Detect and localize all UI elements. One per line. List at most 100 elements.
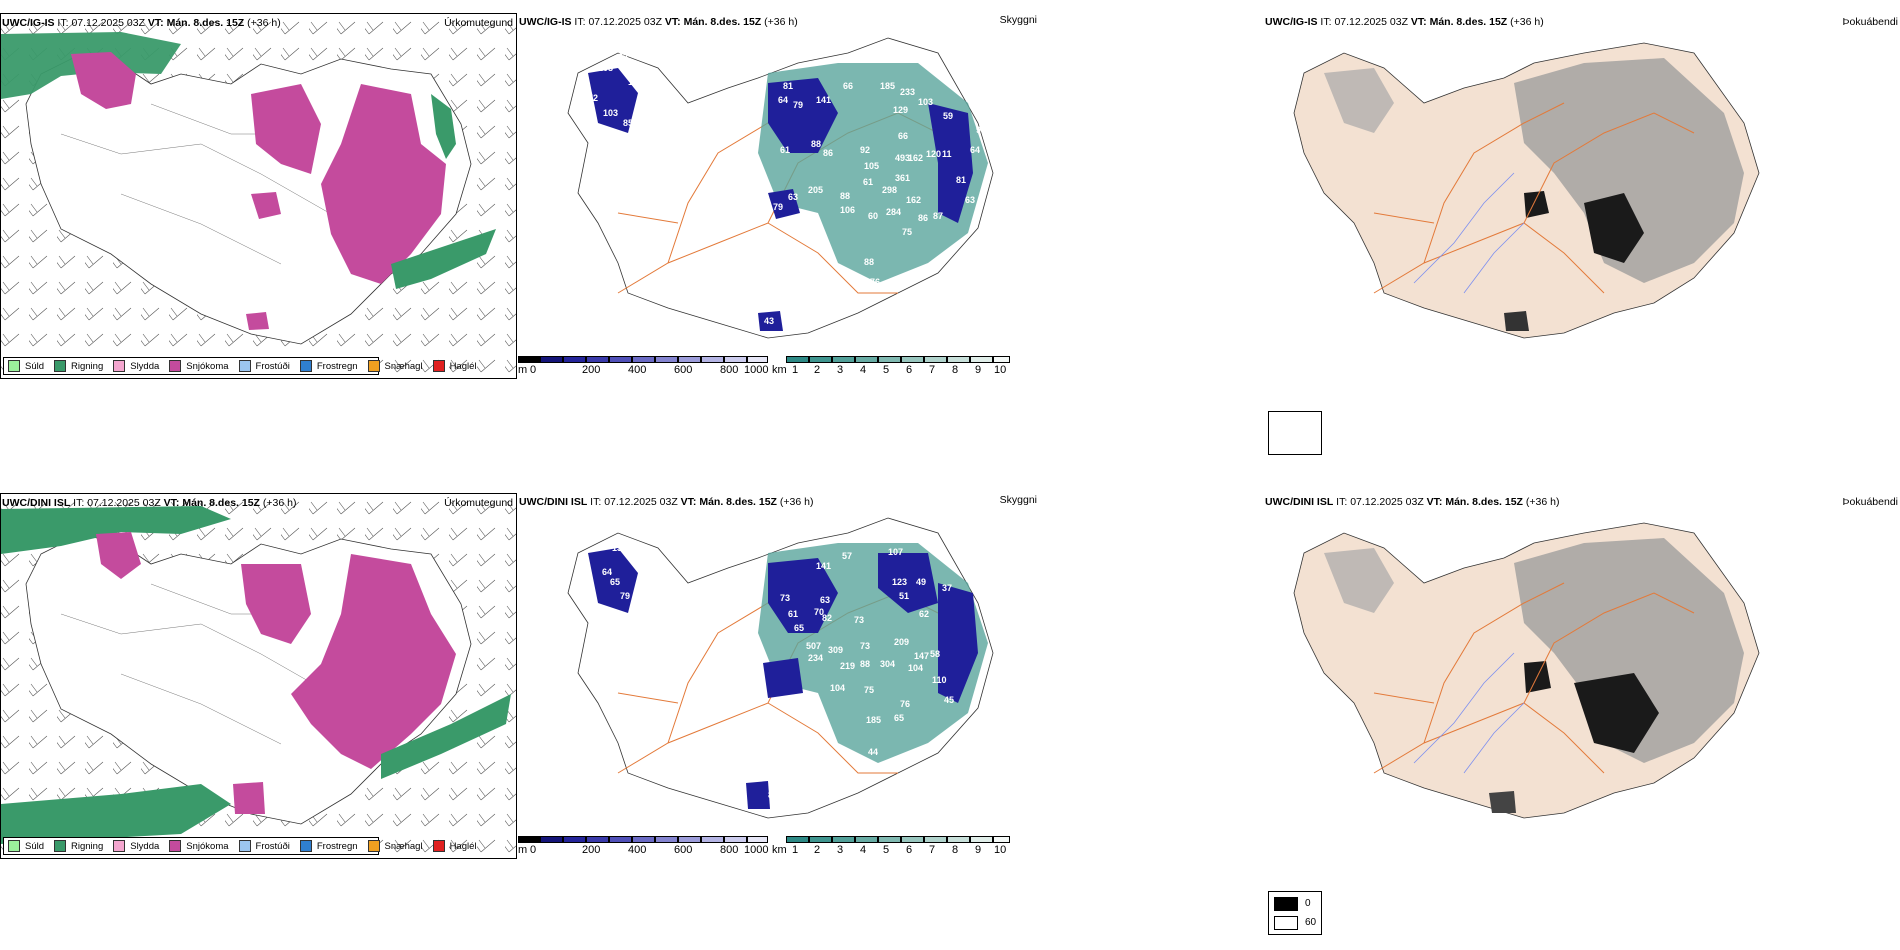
grey-terrain bbox=[1514, 58, 1744, 283]
svg-text:208: 208 bbox=[598, 63, 613, 73]
svg-text:185: 185 bbox=[880, 81, 895, 91]
panel-name-precip-bottom: Úrkomutegund bbox=[444, 497, 513, 509]
svg-text:162: 162 bbox=[908, 153, 923, 163]
svg-text:95: 95 bbox=[638, 108, 648, 118]
fog-indicator-map-bottom bbox=[1293, 522, 1760, 819]
svg-text:75: 75 bbox=[902, 227, 912, 237]
snow-area-ne bbox=[251, 84, 321, 174]
svg-text:51: 51 bbox=[899, 591, 909, 601]
precip-type-panel-bottom: UWC/DINI ISL IT: 07.12.2025 03Z VT: Mán.… bbox=[0, 493, 517, 859]
title-top-visibility: UWC/IG-IS IT: 07.12.2025 03Z VT: Mán. 8.… bbox=[519, 16, 798, 28]
svg-text:304: 304 bbox=[880, 659, 895, 669]
svg-text:76: 76 bbox=[870, 277, 880, 287]
svg-text:81: 81 bbox=[956, 175, 966, 185]
panel-name-fog-bottom: Þokuábendi bbox=[1842, 496, 1898, 508]
svg-text:73: 73 bbox=[860, 641, 870, 651]
title-top-fog: UWC/IG-IS IT: 07.12.2025 03Z VT: Mán. 8.… bbox=[1265, 16, 1544, 28]
svg-text:123: 123 bbox=[892, 577, 907, 587]
svg-text:103: 103 bbox=[918, 97, 933, 107]
panel-name-precip-top: Úrkomutegund bbox=[444, 17, 513, 29]
roads bbox=[1373, 102, 1695, 294]
svg-text:58: 58 bbox=[746, 669, 756, 679]
svg-text:61: 61 bbox=[788, 609, 798, 619]
svg-text:79: 79 bbox=[793, 100, 803, 110]
snow-area-nw bbox=[96, 532, 141, 579]
svg-text:44: 44 bbox=[868, 747, 878, 757]
ceiling-colorbar-bottom: m 0 200 400 600 800 1000 bbox=[518, 836, 768, 858]
svg-text:87: 87 bbox=[933, 211, 943, 221]
roads bbox=[617, 102, 939, 294]
svg-text:79: 79 bbox=[773, 202, 783, 212]
svg-text:93: 93 bbox=[643, 93, 653, 103]
title-bottom-precip: UWC/DINI ISL IT: 07.12.2025 03Z VT: Mán.… bbox=[2, 497, 297, 509]
svg-text:43: 43 bbox=[764, 316, 774, 326]
precip-type-panel-top: UWC/IG-IS IT: 07.12.2025 03Z VT: Mán. 8.… bbox=[0, 13, 517, 379]
rain-area-nw bbox=[1, 506, 231, 554]
svg-text:79: 79 bbox=[620, 591, 630, 601]
svg-text:61: 61 bbox=[780, 145, 790, 155]
svg-text:104: 104 bbox=[830, 683, 845, 693]
svg-text:219: 219 bbox=[840, 661, 855, 671]
svg-text:104: 104 bbox=[908, 663, 923, 673]
svg-text:61: 61 bbox=[863, 177, 873, 187]
fog-indicator-map-top bbox=[1293, 42, 1760, 339]
svg-text:75: 75 bbox=[864, 685, 874, 695]
svg-text:493: 493 bbox=[895, 153, 910, 163]
svg-text:37: 37 bbox=[942, 583, 952, 593]
rivers bbox=[1413, 172, 1525, 294]
svg-text:58: 58 bbox=[930, 649, 940, 659]
svg-text:63: 63 bbox=[820, 595, 830, 605]
svg-text:92: 92 bbox=[860, 145, 870, 155]
svg-text:162: 162 bbox=[906, 195, 921, 205]
svg-text:9: 9 bbox=[976, 125, 981, 135]
ceiling-dark-area bbox=[588, 68, 973, 223]
fog-dark-spots bbox=[1524, 191, 1644, 263]
svg-text:65: 65 bbox=[894, 713, 904, 723]
svg-text:22: 22 bbox=[618, 52, 628, 62]
precip-type-map-bottom bbox=[1, 494, 516, 858]
svg-text:81: 81 bbox=[783, 81, 793, 91]
svg-text:95: 95 bbox=[654, 611, 664, 621]
svg-text:70: 70 bbox=[814, 607, 824, 617]
svg-text:73: 73 bbox=[854, 615, 864, 625]
svg-text:86: 86 bbox=[638, 123, 648, 133]
svg-text:86: 86 bbox=[823, 148, 833, 158]
svg-text:72: 72 bbox=[588, 93, 598, 103]
svg-text:64: 64 bbox=[778, 95, 788, 105]
ceiling-visibility-panel-top: 22 208 106 93 72 103 95 85 86 85 81 64 7… bbox=[518, 13, 1037, 379]
title-bottom-visibility: UWC/DINI ISL IT: 07.12.2025 03Z VT: Mán.… bbox=[519, 496, 814, 508]
svg-text:507: 507 bbox=[806, 641, 821, 651]
snow-area-nw bbox=[71, 52, 136, 109]
svg-text:107: 107 bbox=[888, 547, 903, 557]
precip-type-map-top bbox=[1, 14, 516, 378]
ceiling-visibility-panel-bottom: 136 51 64 65 79 77 95 107 141 57 123 49 … bbox=[518, 493, 1037, 859]
snow-area-e bbox=[321, 84, 446, 284]
svg-text:51: 51 bbox=[646, 549, 656, 559]
svg-text:82: 82 bbox=[768, 790, 778, 800]
fog-indicator-panel-top: UWC/IG-IS IT: 07.12.2025 03Z VT: Mán. 8.… bbox=[1264, 13, 1900, 379]
svg-text:76: 76 bbox=[900, 699, 910, 709]
svg-text:147: 147 bbox=[914, 651, 929, 661]
grey-terrain bbox=[1514, 538, 1744, 763]
svg-text:110: 110 bbox=[932, 675, 947, 685]
svg-text:103: 103 bbox=[603, 108, 618, 118]
fog-indicator-panel-bottom: UWC/DINI ISL IT: 07.12.2025 03Z VT: Mán.… bbox=[1264, 493, 1900, 859]
ceiling-dark-area bbox=[588, 548, 978, 703]
ceiling-visibility-map-top: 22 208 106 93 72 103 95 85 86 85 81 64 7… bbox=[567, 37, 994, 339]
svg-text:233: 233 bbox=[900, 87, 915, 97]
svg-text:86: 86 bbox=[918, 213, 928, 223]
svg-text:77: 77 bbox=[668, 575, 678, 585]
title-top-precip: UWC/IG-IS IT: 07.12.2025 03Z VT: Mán. 8.… bbox=[2, 17, 281, 29]
rivers bbox=[1413, 652, 1525, 774]
svg-text:62: 62 bbox=[919, 609, 929, 619]
svg-text:49: 49 bbox=[916, 577, 926, 587]
fog-dark-spots bbox=[1524, 661, 1659, 753]
svg-text:106: 106 bbox=[840, 205, 855, 215]
svg-text:66: 66 bbox=[843, 81, 853, 91]
svg-text:105: 105 bbox=[864, 161, 879, 171]
svg-text:11: 11 bbox=[942, 149, 952, 159]
svg-text:185: 185 bbox=[866, 715, 881, 725]
svg-text:73: 73 bbox=[780, 593, 790, 603]
precip-legend-bottom: Súld Rigning Slydda Snjókoma Frostúði Fr… bbox=[3, 837, 477, 855]
svg-text:129: 129 bbox=[893, 105, 908, 115]
